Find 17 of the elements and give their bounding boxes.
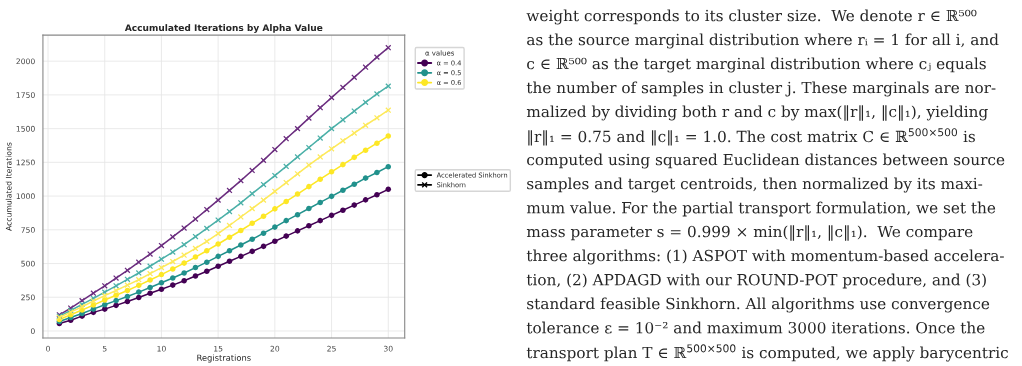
text: tion, (2) APDAGD with our ROUND-POT procedure, and (3) [526, 273, 986, 289]
text: tolerance ε = 10⁻² and maximum 3000 iterations. Once the [526, 321, 985, 334]
text: malized by dividing both r and c by max(‖r‖₁, ‖c‖₁), yielding [526, 105, 988, 121]
x-axis-title: Registrations [197, 354, 251, 363]
text: as the source marginal distribution where rᵢ = 1 for all i, and [527, 33, 999, 49]
text: mum value. For the partial transport formulation, we set the [526, 201, 996, 217]
text: samples and target centroids, then normalized by its maxi- [527, 177, 983, 193]
text: weight corresponds to its cluster size. We denote r ∈ ℝ⁵⁰⁰ [526, 9, 977, 25]
text: three algorithms: (1) ASPOT with momentum-based accelera- [526, 249, 1004, 265]
text: standard feasible Sinkhorn. All algorithms use convergence [527, 297, 990, 313]
text: the number of samples in cluster j. These marginals are nor- [526, 81, 996, 97]
text: c ∈ ℝ⁵⁰⁰ as the target marginal distribution where cⱼ equals [527, 57, 986, 73]
text: mass parameter s = 0.999 × min(‖r‖₁, ‖c‖₁). We compare [526, 225, 973, 241]
text: transport plan T ∈ ℝ$^{500×500}$ is computed, we apply barycentric [526, 344, 1008, 362]
text: ‖r‖₁ = 0.75 and ‖c‖₁ = 1.0. The cost matrix C ∈ ℝ$^{500×500}$ is [528, 128, 975, 146]
text: computed using squared Euclidean distances between source [527, 153, 1005, 169]
chart-title: Accumulated Iterations by Alpha Value [124, 24, 323, 33]
